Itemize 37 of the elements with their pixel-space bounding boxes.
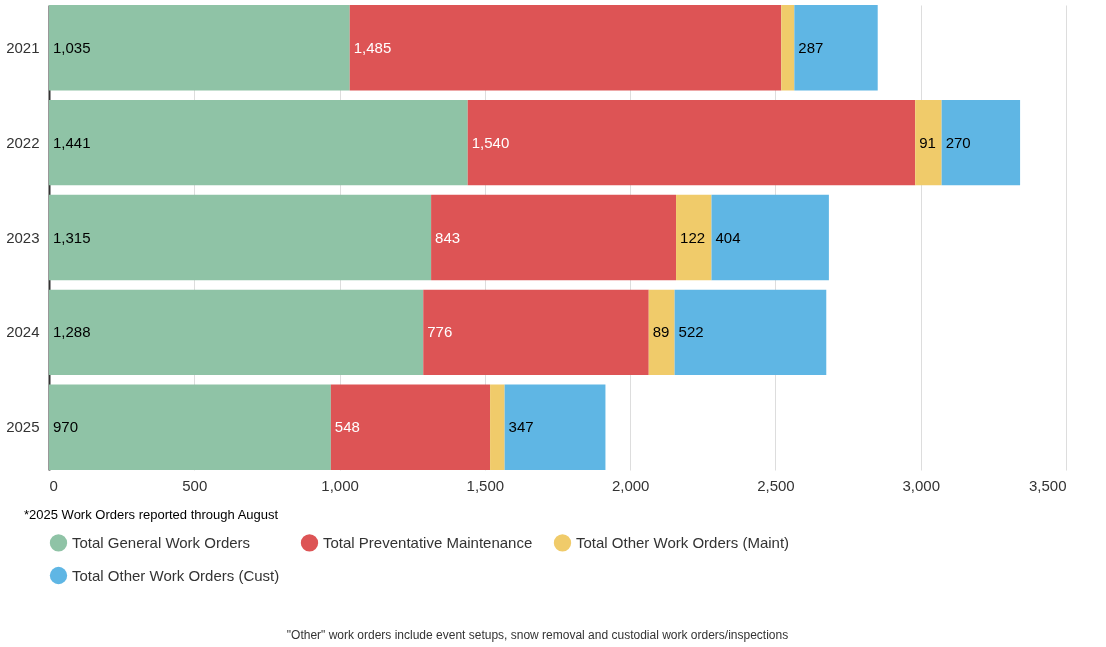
legend-label: Total General Work Orders xyxy=(72,533,251,551)
y-tick-label: 2024 xyxy=(6,323,40,341)
x-tick-label: 3,500 xyxy=(1028,476,1067,494)
data-label: 404 xyxy=(715,228,741,246)
x-tick-label: 1,000 xyxy=(321,476,359,494)
x-tick-label: 0 xyxy=(49,476,58,494)
data-label: 1,035 xyxy=(53,38,91,56)
data-label: 122 xyxy=(680,228,706,246)
data-label: 522 xyxy=(678,323,704,341)
data-label: 843 xyxy=(435,228,461,246)
text: "Other" work orders include event setups, snow removal and custodial work orders/inspections xyxy=(286,628,789,642)
data-label: 970 xyxy=(53,418,79,436)
data-label: 1,485 xyxy=(353,38,392,56)
data-label: 91 xyxy=(919,133,936,151)
data-label: 270 xyxy=(945,133,971,151)
data-label: 1,288 xyxy=(53,323,91,341)
data-label: 1,441 xyxy=(53,133,91,151)
y-tick-label: 2023 xyxy=(6,228,40,246)
x-tick-label: 3,000 xyxy=(902,476,940,494)
x-tick-label: 1,500 xyxy=(466,476,505,494)
data-label: 776 xyxy=(427,323,453,341)
y-tick-label: 2025 xyxy=(6,418,40,436)
data-label: 89 xyxy=(652,323,670,341)
legend-label: Total Other Work Orders (Cust) xyxy=(72,566,280,584)
legend-label: Total Other Work Orders (Maint) xyxy=(576,533,790,551)
x-tick-label: 2,500 xyxy=(757,476,795,494)
data-label: 1,540 xyxy=(471,133,510,151)
y-tick-label: 2022 xyxy=(6,133,40,151)
legend-label: Total Preventative Maintenance xyxy=(323,533,533,551)
data-label: 287 xyxy=(798,38,824,56)
data-label: 347 xyxy=(508,418,534,436)
x-tick-label: 500 xyxy=(182,476,208,494)
data-label: 548 xyxy=(334,418,360,436)
x-tick-label: 2,000 xyxy=(611,476,650,494)
text: *2025 Work Orders reported through August xyxy=(24,507,279,522)
data-label: 1,315 xyxy=(53,228,91,246)
y-tick-label: 2021 xyxy=(6,38,40,56)
